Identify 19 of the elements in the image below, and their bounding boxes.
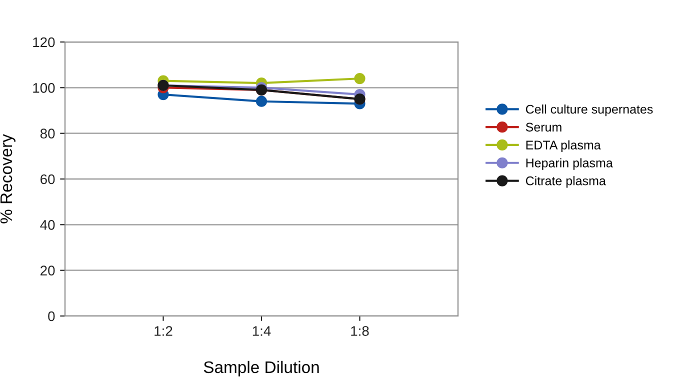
legend-label: EDTA plasma [526,140,601,152]
legend-label: Cell culture supernates [526,104,653,116]
y-tick-label: 40 [40,220,55,230]
x-tick-label: 1:8 [351,326,369,336]
legend-label: Citrate plasma [526,176,606,188]
y-tick-label: 100 [33,83,55,93]
legend-label: Heparin plasma [526,158,613,170]
y-tick-label: 80 [40,128,55,139]
point [256,96,268,107]
x-axis-title: Sample Dilution [204,360,319,376]
y-tick-label: 20 [40,266,55,276]
y-tick-label: 0 [48,311,55,322]
legend-label: Serum [526,122,562,132]
y-tick-label: 120 [33,37,55,48]
y-tick-label: 60 [40,174,55,184]
x-tick-label: 1:4 [252,326,271,336]
point [354,72,366,84]
x-tick-label: 1:2 [154,326,172,336]
y-axis-title: % Recovery [0,134,16,224]
